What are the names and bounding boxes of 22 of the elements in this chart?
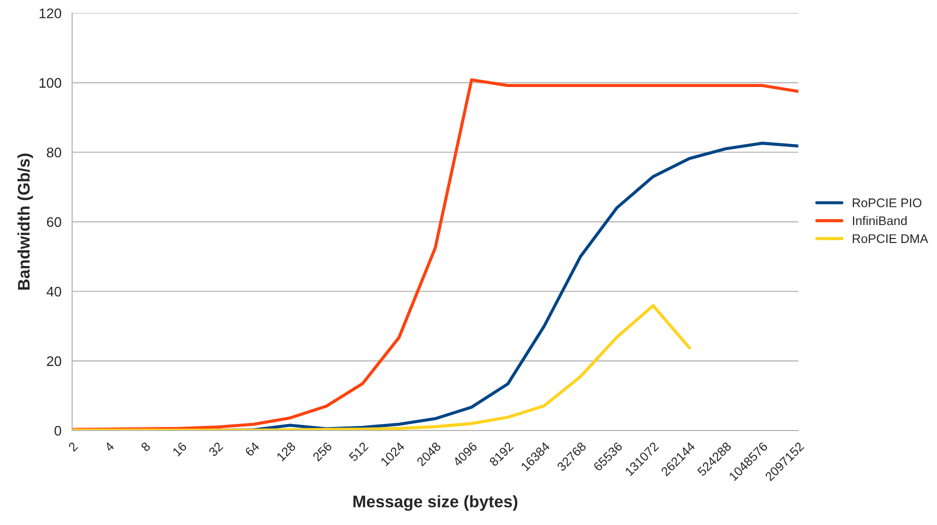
y-tick-label: 60 [46,217,62,227]
x-tick-label: 8 [140,442,151,452]
x-tick-label: 64 [244,441,260,457]
x-tick-label: 128 [276,442,296,462]
y-tick-label: 40 [46,286,62,297]
y-tick-label: 0 [54,426,62,436]
y-tick-label: 100 [40,78,62,88]
x-tick-label: 32 [208,442,224,457]
x-tick-label: 16 [172,442,188,457]
y-axis-title: Bandwidth (Gb/s) [17,154,34,290]
y-tick-label: 120 [40,8,62,18]
line-series [72,304,691,430]
legend-label: RoPCIE PIO [852,198,922,208]
x-tick-label: 256 [312,442,332,462]
legend-label: InfiniBand [852,216,907,226]
x-axis-title: Message size (bytes) [353,495,518,511]
y-tick-label: 20 [46,356,62,366]
x-tick-label: 512 [348,442,369,462]
legend-label: RoPCIE DMA [852,234,928,244]
y-tick-label: 80 [46,148,62,158]
x-tick-label: 4 [104,442,115,452]
x-tick-label: 2 [68,442,78,452]
